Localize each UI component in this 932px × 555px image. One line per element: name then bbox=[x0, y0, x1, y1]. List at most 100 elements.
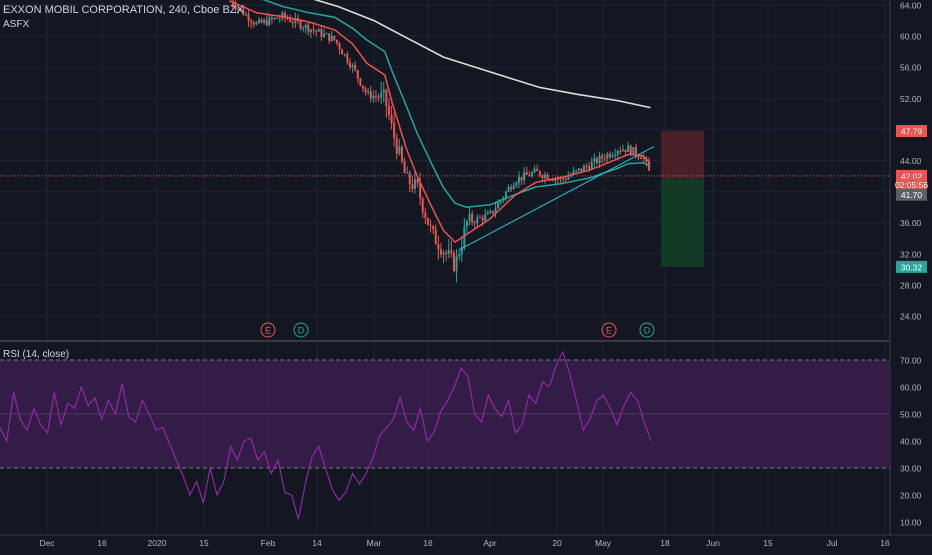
candle-body bbox=[621, 149, 624, 152]
candle-body bbox=[278, 18, 281, 20]
candle-body bbox=[263, 19, 266, 23]
candle-body bbox=[478, 217, 481, 219]
candle-body bbox=[554, 178, 557, 181]
candle-body bbox=[523, 172, 526, 181]
candle-body bbox=[335, 39, 338, 44]
candle-body bbox=[239, 8, 242, 10]
candle-body bbox=[419, 183, 422, 199]
dividend-marker-label: D bbox=[644, 326, 651, 336]
candle-body bbox=[559, 178, 562, 180]
candle-body bbox=[348, 62, 351, 68]
ma-long-line bbox=[313, 0, 651, 109]
candle-body bbox=[421, 198, 424, 213]
time-tick-label: 20 bbox=[552, 538, 562, 548]
candle-body bbox=[408, 172, 411, 185]
candle-body bbox=[369, 91, 372, 99]
time-tick-label: Jun bbox=[706, 538, 720, 548]
candle-body bbox=[374, 95, 377, 97]
candle-body bbox=[377, 96, 380, 98]
rsi-line bbox=[0, 350, 652, 520]
candle-body bbox=[429, 224, 432, 227]
candle-body bbox=[257, 19, 260, 23]
candle-body bbox=[611, 155, 614, 157]
last-price-tag-text: 42.02 bbox=[901, 171, 923, 181]
dividend-marker-label: D bbox=[298, 326, 305, 336]
price-tick-label: 56.00 bbox=[900, 63, 922, 73]
time-tick-label: Apr bbox=[483, 538, 496, 548]
time-tick-label: May bbox=[595, 538, 612, 548]
candle-body bbox=[400, 146, 403, 162]
candle-body bbox=[343, 54, 346, 56]
candle-body bbox=[242, 8, 245, 15]
candle-body bbox=[234, 5, 237, 10]
candle-body bbox=[322, 33, 325, 37]
candle-body bbox=[512, 185, 515, 190]
entry-price-tag bbox=[896, 188, 927, 201]
earnings-marker-circle bbox=[260, 322, 276, 338]
candle-body bbox=[268, 17, 271, 26]
candle-body bbox=[582, 165, 585, 172]
price-tick-label: 24.00 bbox=[900, 312, 922, 322]
candle-body bbox=[382, 89, 385, 93]
candle-body bbox=[629, 145, 632, 155]
candle-body bbox=[372, 95, 375, 99]
candle-body bbox=[533, 168, 536, 173]
candle-body bbox=[416, 179, 419, 184]
candle-body bbox=[637, 155, 640, 158]
candle-body bbox=[302, 27, 305, 29]
candle-body bbox=[442, 252, 445, 255]
ema-fast-line bbox=[230, 0, 651, 244]
candle-body bbox=[473, 222, 476, 224]
candle-body bbox=[642, 157, 645, 160]
candle-body bbox=[507, 187, 510, 192]
price-tick-label: 52.00 bbox=[900, 94, 922, 104]
time-tick-label: 16 bbox=[880, 538, 890, 548]
candle-body bbox=[265, 19, 268, 26]
candle-body bbox=[458, 254, 461, 257]
dividend-marker-circle bbox=[293, 322, 309, 338]
candle-body bbox=[577, 168, 580, 171]
candle-body bbox=[250, 21, 253, 23]
earnings-marker-circle bbox=[601, 322, 617, 338]
candle-body bbox=[325, 33, 328, 35]
candle-body bbox=[299, 21, 302, 29]
candle-body bbox=[556, 178, 559, 180]
candle-body bbox=[281, 12, 284, 19]
candle-body bbox=[395, 137, 398, 154]
candle-body bbox=[403, 161, 406, 173]
candle-body bbox=[309, 29, 312, 33]
time-tick-label: Jul bbox=[827, 538, 838, 548]
rsi-tick-label: 70.00 bbox=[900, 356, 922, 366]
candle-body bbox=[504, 191, 507, 198]
candle-body bbox=[601, 155, 604, 159]
candle-body bbox=[320, 29, 323, 37]
rsi-tick-label: 40.00 bbox=[900, 437, 922, 447]
candle-body bbox=[603, 158, 606, 160]
candle-body bbox=[536, 168, 539, 172]
candle-body bbox=[627, 145, 630, 152]
time-tick-label: 14 bbox=[312, 538, 322, 548]
candle-body bbox=[452, 252, 455, 271]
time-tick-label: 2020 bbox=[148, 538, 167, 548]
candle-body bbox=[634, 147, 637, 156]
candle-body bbox=[426, 217, 429, 225]
candle-body bbox=[543, 174, 546, 178]
candle-body bbox=[247, 14, 250, 22]
candle-body bbox=[538, 171, 541, 176]
candle-body bbox=[486, 212, 489, 215]
candle-body bbox=[304, 24, 307, 28]
candle-body bbox=[546, 174, 549, 180]
candle-body bbox=[632, 147, 635, 155]
rsi-tick-label: 20.00 bbox=[900, 491, 922, 501]
entry-price-tag-text: 41.70 bbox=[901, 190, 923, 200]
candle-body bbox=[273, 17, 276, 20]
candle-body bbox=[455, 256, 458, 271]
candle-body bbox=[439, 249, 442, 255]
candle-body bbox=[476, 217, 479, 224]
candle-body bbox=[606, 153, 609, 160]
price-tick-label: 32.00 bbox=[900, 249, 922, 259]
price-tick-label: 44.00 bbox=[900, 156, 922, 166]
candle-body bbox=[489, 211, 492, 213]
dividend-marker-circle bbox=[639, 322, 655, 338]
